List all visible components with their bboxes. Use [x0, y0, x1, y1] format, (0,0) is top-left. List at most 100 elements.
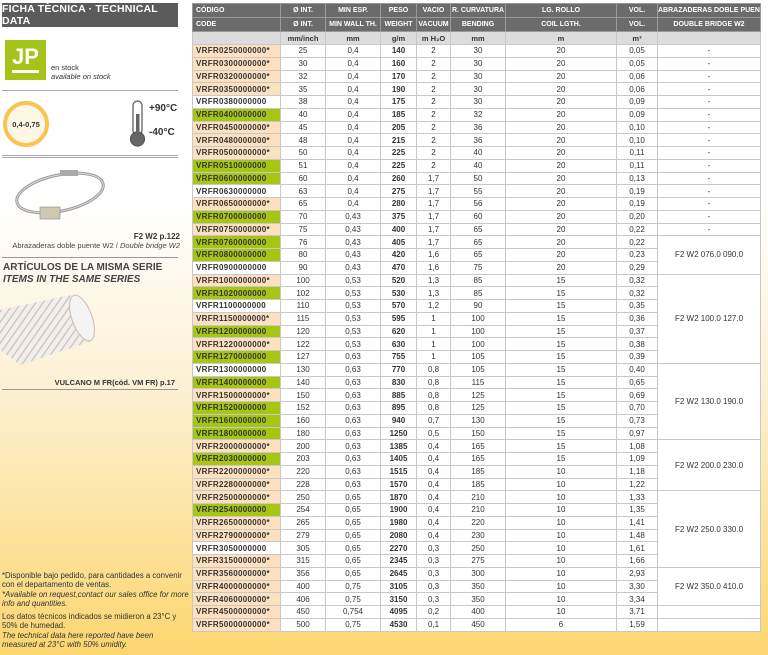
- data-cell: 315: [280, 554, 326, 568]
- data-cell: 120: [280, 324, 326, 339]
- data-cell: 3150: [380, 592, 417, 606]
- unit-cell: mm: [325, 31, 381, 45]
- data-cell: 895: [380, 401, 417, 415]
- clamp-cell: -: [657, 133, 761, 147]
- data-cell: 1,7: [416, 222, 451, 237]
- data-cell: 110: [280, 299, 326, 313]
- data-cell: 755: [380, 350, 417, 364]
- data-cell: 0,4: [416, 490, 451, 504]
- data-cell: 25: [280, 44, 326, 58]
- data-cell: 0,4: [325, 44, 381, 58]
- clamp-cell: -: [657, 56, 761, 71]
- data-cell: 0,4: [416, 477, 451, 492]
- series-item-link[interactable]: VULCANO M FR(cód. VM FR) p.17: [54, 378, 175, 387]
- data-cell: 127: [280, 350, 326, 364]
- clamp-cell: -: [657, 197, 761, 211]
- data-cell: 160: [380, 56, 417, 71]
- table-row: VRFR2280000000* 228 0,63 1570 0,4 185 10 1,22: [192, 477, 761, 492]
- data-cell: 3105: [380, 579, 417, 594]
- data-cell: 1,3: [416, 273, 451, 288]
- data-cell: 0,2: [416, 605, 451, 619]
- data-cell: 356: [280, 566, 326, 581]
- data-cell: 1,7: [416, 197, 451, 211]
- data-cell: 0,05: [616, 56, 658, 71]
- data-cell: 152: [280, 401, 326, 415]
- product-code: VRFR1200000000: [192, 324, 281, 339]
- data-cell: 0,53: [325, 311, 381, 326]
- clamp-cell: -: [657, 82, 761, 96]
- data-cell: 0,65: [325, 541, 381, 555]
- data-cell: 0,5: [416, 426, 451, 441]
- table-row: VRFR2030000000 203 0,63 1405 0,4 165 15 1,09: [192, 452, 761, 466]
- data-cell: 50: [280, 146, 326, 160]
- data-cell: 0,4: [325, 171, 381, 186]
- data-cell: 1,3: [416, 286, 451, 300]
- data-cell: 1,6: [416, 260, 451, 275]
- data-cell: 0,63: [325, 452, 381, 466]
- data-cell: 10: [505, 541, 617, 555]
- data-cell: 10: [505, 464, 617, 479]
- data-cell: 165: [450, 439, 506, 453]
- data-cell: 10: [505, 579, 617, 594]
- unit-cell: [657, 31, 761, 45]
- data-cell: 0,97: [616, 426, 658, 441]
- data-cell: 4095: [380, 605, 417, 619]
- unit-cell: m H₂O: [416, 31, 451, 45]
- jp-stock-logo: JP: [5, 40, 46, 80]
- data-cell: 2,93: [616, 566, 658, 581]
- data-cell: 420: [380, 248, 417, 262]
- data-cell: 595: [380, 311, 417, 326]
- data-cell: 15: [505, 388, 617, 402]
- data-cell: 0,65: [325, 503, 381, 517]
- table-row: VRFR2540000000 254 0,65 1900 0,4 210 10 1,35: [192, 503, 761, 517]
- data-cell: 15: [505, 413, 617, 428]
- data-cell: 0,53: [325, 273, 381, 288]
- product-code: VRFR3560000000*: [192, 566, 281, 581]
- product-code: VRFR0750000000*: [192, 222, 281, 237]
- data-cell: 0,65: [325, 566, 381, 581]
- data-cell: 150: [280, 388, 326, 402]
- data-cell: 1,7: [416, 184, 451, 198]
- clamp-cell: -: [657, 158, 761, 173]
- data-cell: 0,32: [616, 273, 658, 288]
- data-cell: 0,29: [616, 260, 658, 275]
- data-cell: 254: [280, 503, 326, 517]
- data-cell: 1,2: [416, 299, 451, 313]
- data-cell: 1,48: [616, 528, 658, 543]
- data-cell: 470: [380, 260, 417, 275]
- data-cell: 250: [450, 541, 506, 555]
- clamp-cell: F2 W2 076.0 090.0: [657, 235, 761, 275]
- data-cell: 20: [505, 44, 617, 58]
- data-cell: 620: [380, 324, 417, 339]
- data-cell: 0,4: [325, 82, 381, 96]
- data-cell: 279: [280, 528, 326, 543]
- data-cell: 940: [380, 413, 417, 428]
- column-header: Ø INT.: [280, 3, 326, 18]
- data-cell: 0,10: [616, 120, 658, 135]
- clamp-cell: F2 W2 130.0 190.0: [657, 362, 761, 441]
- data-cell: 190: [380, 82, 417, 96]
- data-cell: 20: [505, 209, 617, 224]
- column-header: MIN WALL TH.: [325, 17, 381, 32]
- data-cell: 0,4: [325, 95, 381, 109]
- table-row: VRFR0400000000 40 0,4 185 2 32 20 0,09-: [192, 107, 761, 122]
- data-cell: 10: [505, 592, 617, 606]
- data-cell: 1: [416, 324, 451, 339]
- data-cell: 36: [450, 120, 506, 135]
- data-cell: 130: [450, 413, 506, 428]
- table-row: VRFR0500000000* 50 0,4 225 2 40 20 0,11-: [192, 146, 761, 160]
- data-cell: 30: [280, 56, 326, 71]
- clamp-cell: -: [657, 146, 761, 160]
- data-cell: 530: [380, 286, 417, 300]
- product-code: VRFR1000000000*: [192, 273, 281, 288]
- data-cell: 0,75: [325, 592, 381, 606]
- clamp-cell: -: [657, 184, 761, 198]
- data-cell: 1,7: [416, 209, 451, 224]
- table-row: VRFR0300000000* 30 0,4 160 2 30 20 0,05-: [192, 56, 761, 71]
- column-header: CODE: [192, 17, 281, 32]
- data-cell: 20: [505, 197, 617, 211]
- column-header: LG. ROLLO: [505, 3, 617, 18]
- data-cell: 0,4: [325, 120, 381, 135]
- data-cell: 20: [505, 56, 617, 71]
- data-cell: 0,53: [325, 299, 381, 313]
